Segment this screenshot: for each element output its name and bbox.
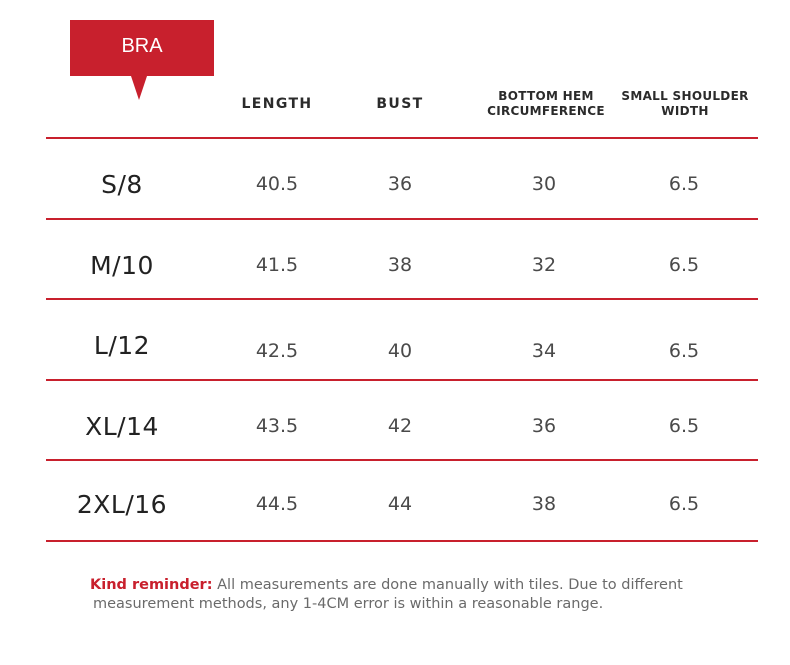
bust-cell: 40	[387, 340, 413, 362]
shoulder-cell: 6.5	[668, 173, 700, 195]
size-cell: 2XL/16	[76, 489, 168, 519]
size-cell: M/10	[90, 250, 154, 280]
header-small-shoulder-line2: WIDTH	[661, 104, 709, 118]
table-row: M/10 41.5 38 32 6.5	[0, 225, 790, 305]
size-cell: XL/14	[85, 411, 159, 441]
note-text-line2: measurement methods, any 1-4CM error is …	[93, 596, 604, 612]
category-tag-label: BRA	[70, 20, 214, 76]
table-divider	[46, 379, 758, 381]
header-bottom-hem-line1: BOTTOM HEM	[498, 89, 594, 103]
table-row: 2XL/16 44.5 44 38 6.5	[0, 464, 790, 544]
length-cell: 43.5	[255, 415, 299, 437]
hem-cell: 32	[531, 254, 557, 276]
table-row: XL/14 43.5 42 36 6.5	[0, 386, 790, 466]
table-divider	[46, 137, 758, 139]
size-cell: L/12	[93, 330, 151, 360]
size-cell: S/8	[101, 169, 143, 199]
table-divider	[46, 218, 758, 220]
bust-cell: 36	[387, 173, 413, 195]
header-small-shoulder-line1: SMALL SHOULDER	[621, 89, 749, 103]
table-row: S/8 40.5 36 30 6.5	[0, 144, 790, 224]
header-small-shoulder: SMALL SHOULDER WIDTH	[614, 84, 756, 124]
length-cell: 40.5	[255, 173, 299, 195]
hem-cell: 36	[531, 415, 557, 437]
shoulder-cell: 6.5	[668, 493, 700, 515]
hem-cell: 34	[531, 340, 557, 362]
length-cell: 41.5	[255, 254, 299, 276]
table-divider	[46, 298, 758, 300]
shoulder-cell: 6.5	[668, 415, 700, 437]
kind-reminder-note: Kind reminder: All measurements are done…	[90, 576, 750, 614]
header-length: LENGTH	[241, 96, 313, 112]
table-divider	[46, 459, 758, 461]
note-label: Kind reminder:	[90, 577, 213, 593]
header-bust: BUST	[376, 96, 424, 112]
note-text-line1: All measurements are done manually with …	[212, 577, 683, 593]
length-cell: 42.5	[255, 340, 299, 362]
table-divider	[46, 540, 758, 542]
table-row: L/12 42.5 40 34 6.5	[0, 305, 790, 385]
shoulder-cell: 6.5	[668, 254, 700, 276]
hem-cell: 38	[531, 493, 557, 515]
shoulder-cell: 6.5	[668, 340, 700, 362]
note-line1: Kind reminder: All measurements are done…	[90, 576, 750, 595]
bust-cell: 42	[387, 415, 413, 437]
length-cell: 44.5	[255, 493, 299, 515]
header-bottom-hem-line2: CIRCUMFERENCE	[487, 104, 605, 118]
category-tag-pointer	[131, 76, 147, 100]
bust-cell: 44	[387, 493, 413, 515]
bust-cell: 38	[387, 254, 413, 276]
header-bottom-hem: BOTTOM HEM CIRCUMFERENCE	[476, 84, 616, 124]
hem-cell: 30	[531, 173, 557, 195]
